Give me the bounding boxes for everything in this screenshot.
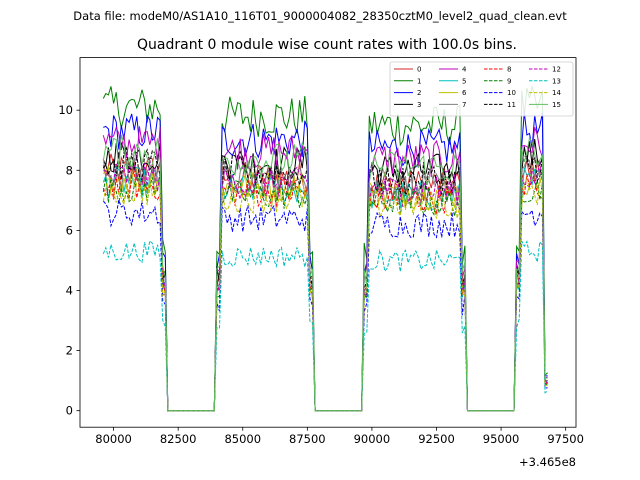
suptitle: Data file: modeM0/AS1A10_116T01_90000040… [73, 9, 567, 23]
legend-label-8: 8 [507, 66, 511, 74]
series-line-14 [102, 175, 548, 412]
y-tick-label: 10 [58, 103, 73, 117]
series-line-13 [102, 239, 548, 412]
legend-label-0: 0 [417, 66, 421, 74]
legend-label-3: 3 [417, 101, 421, 109]
series-line-5 [102, 165, 548, 412]
series-line-3 [102, 139, 548, 412]
legend-label-12: 12 [552, 66, 561, 74]
x-tick-label: 92500 [418, 432, 455, 446]
x-tick-label: 90000 [354, 432, 391, 446]
plot-area [79, 57, 577, 428]
series-line-10 [102, 198, 548, 412]
y-tick-label: 4 [66, 283, 73, 297]
legend-label-7: 7 [462, 101, 466, 109]
series-layer [102, 84, 548, 412]
legend-label-4: 4 [462, 66, 467, 74]
x-axis: 80000 82500 85000 87500 90000 92500 95000 97500 [95, 427, 584, 446]
legend-label-10: 10 [507, 89, 516, 97]
y-tick-label: 6 [66, 223, 73, 237]
legend-label-2: 2 [417, 89, 421, 97]
series-line-0 [102, 153, 548, 412]
series-line-4 [102, 126, 548, 412]
legend-label-5: 5 [462, 77, 466, 85]
axes-frame [79, 57, 577, 428]
x-tick-label: 87500 [289, 432, 326, 446]
x-tick-label: 95000 [483, 432, 520, 446]
series-line-7 [102, 157, 548, 412]
y-tick-label: 2 [66, 344, 73, 358]
legend-label-11: 11 [507, 101, 516, 109]
y-tick-label: 0 [66, 404, 73, 418]
x-tick-label: 80000 [95, 432, 132, 446]
x-offset-label: +3.465e8 [519, 455, 576, 469]
x-tick-label: 85000 [224, 432, 261, 446]
chart-title: Quadrant 0 module wise count rates with … [137, 37, 517, 53]
legend-label-6: 6 [462, 89, 467, 97]
series-line-9 [102, 172, 548, 412]
series-line-8 [102, 170, 548, 412]
legend-label-13: 13 [552, 77, 561, 85]
legend-frame [389, 61, 574, 117]
x-tick-label: 97500 [547, 432, 584, 446]
y-axis: 0 2 4 6 8 10 [58, 103, 80, 418]
x-tick-label: 82500 [160, 432, 197, 446]
series-line-15 [102, 134, 548, 412]
y-tick-label: 8 [66, 163, 73, 177]
series-line-2 [103, 112, 548, 412]
legend-label-9: 9 [507, 77, 511, 85]
series-line-1 [102, 84, 548, 412]
series-line-6 [102, 165, 548, 412]
series-line-11 [102, 146, 548, 412]
legend-label-15: 15 [552, 101, 561, 109]
legend-label-14: 14 [552, 89, 561, 97]
legend-label-1: 1 [417, 77, 421, 85]
series-line-12 [103, 160, 548, 412]
